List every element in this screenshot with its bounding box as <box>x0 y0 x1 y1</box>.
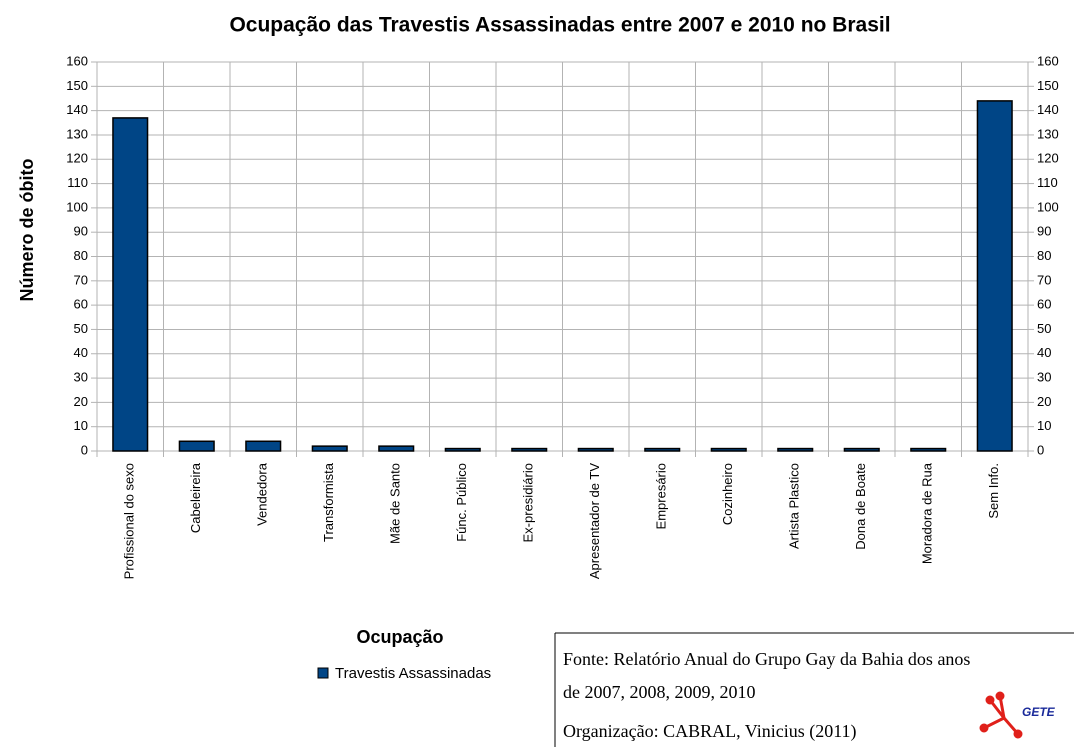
x-tick-label: Mãe de Santo <box>388 463 403 544</box>
y-tick-label: 50 <box>74 321 88 336</box>
x-tick-label: Ex-presidiário <box>521 463 536 542</box>
y2-tick-label: 140 <box>1037 102 1059 117</box>
y2-tick-label: 150 <box>1037 78 1059 93</box>
y2-tick-label: 110 <box>1037 175 1058 190</box>
bar <box>178 440 215 452</box>
x-tick-label: Moradora de Rua <box>920 462 935 564</box>
chart-title: Ocupação das Travestis Assassinadas entr… <box>229 14 890 37</box>
logo-text: GETE <box>1022 705 1056 719</box>
y2-tick-label: 20 <box>1037 394 1051 409</box>
y2-tick-label: 90 <box>1037 224 1051 239</box>
bar <box>378 445 415 452</box>
x-tick-label: Dona de Boate <box>853 463 868 550</box>
y-tick-label: 150 <box>66 78 88 93</box>
y-tick-label: 10 <box>74 418 88 433</box>
source-line: Fonte: Relatório Anual do Grupo Gay da B… <box>563 649 970 669</box>
bar <box>843 447 880 452</box>
x-tick-label: Sem Info. <box>986 463 1001 519</box>
bar <box>777 447 814 452</box>
x-tick-label: Cabeleireira <box>188 462 203 533</box>
x-tick-label: Empresário <box>654 463 669 529</box>
y2-tick-label: 30 <box>1037 370 1051 385</box>
x-tick-label: Vendedora <box>255 462 270 526</box>
y2-tick-label: 50 <box>1037 321 1051 336</box>
y-tick-label: 60 <box>74 297 88 312</box>
bar <box>311 445 348 452</box>
bar <box>112 117 149 452</box>
x-tick-label: Apresentador de TV <box>587 463 602 579</box>
y2-tick-label: 80 <box>1037 248 1051 263</box>
logo-icon <box>979 691 1023 739</box>
bar <box>644 447 681 452</box>
y-tick-label: 80 <box>74 248 88 263</box>
y2-tick-label: 120 <box>1037 151 1059 166</box>
y-tick-label: 20 <box>74 394 88 409</box>
y-axis-title: Número de óbito <box>17 158 37 301</box>
bar <box>976 100 1013 452</box>
source-line: de 2007, 2008, 2009, 2010 <box>563 682 756 702</box>
y-tick-label: 140 <box>66 102 88 117</box>
bar <box>444 447 481 452</box>
y2-tick-label: 70 <box>1037 272 1051 287</box>
x-axis-title: Ocupação <box>356 627 443 647</box>
y-tick-label: 30 <box>74 370 88 385</box>
y-tick-label: 130 <box>66 126 88 141</box>
y2-tick-label: 10 <box>1037 418 1051 433</box>
y2-tick-label: 60 <box>1037 297 1051 312</box>
y-tick-label: 160 <box>66 53 88 68</box>
y-tick-label: 100 <box>66 199 88 214</box>
y-tick-label: 70 <box>74 272 88 287</box>
y-tick-label: 90 <box>74 224 88 239</box>
source-box: Fonte: Relatório Anual do Grupo Gay da B… <box>554 632 1074 747</box>
y2-tick-label: 160 <box>1037 53 1059 68</box>
x-tick-label: Cozinheiro <box>720 463 735 525</box>
source-line: Organização: CABRAL, Vinicius (2011) <box>563 721 857 742</box>
bar <box>910 447 947 452</box>
y2-tick-label: 130 <box>1037 126 1059 141</box>
bar <box>245 440 282 452</box>
legend-label: Travestis Assassinadas <box>335 665 491 682</box>
y-tick-label: 40 <box>74 345 88 360</box>
y2-tick-label: 100 <box>1037 199 1059 214</box>
y2-tick-label: 0 <box>1037 442 1044 457</box>
x-tick-label: Artista Plastico <box>787 463 802 549</box>
legend-swatch <box>317 667 329 679</box>
y-tick-label: 120 <box>66 151 88 166</box>
y2-tick-label: 40 <box>1037 345 1051 360</box>
bar <box>511 447 548 452</box>
bar <box>577 447 614 452</box>
bar <box>710 447 747 452</box>
x-tick-label: Profissional do sexo <box>122 463 137 579</box>
x-tick-label: Fúnc. Público <box>454 463 469 542</box>
y-tick-label: 0 <box>81 442 88 457</box>
x-tick-label: Transformista <box>321 462 336 542</box>
y-tick-label: 110 <box>67 175 88 190</box>
